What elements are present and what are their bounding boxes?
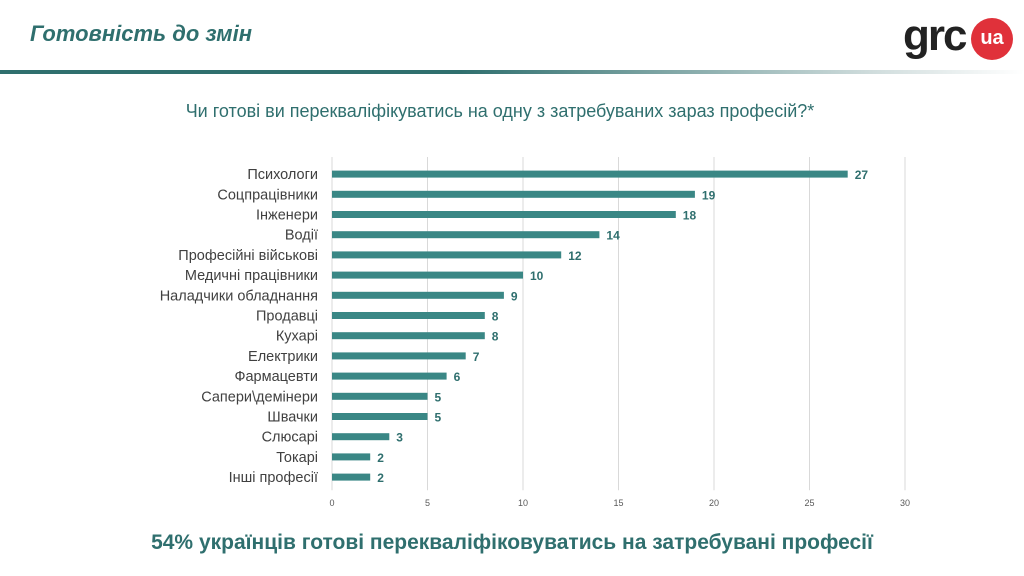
category-label: Сапери\демінери	[201, 389, 318, 405]
data-label: 18	[683, 209, 697, 223]
category-label: Інженери	[256, 208, 318, 224]
data-label: 12	[568, 249, 582, 263]
bar	[332, 251, 562, 259]
category-label: Швачки	[267, 410, 318, 426]
bar	[332, 413, 428, 420]
category-label: Професійні військові	[178, 248, 318, 264]
x-tick-label: 5	[425, 498, 430, 508]
category-label: Інші професії	[229, 470, 318, 486]
x-tick-label: 20	[709, 498, 719, 508]
category-label: Фармацевти	[234, 369, 318, 385]
data-label: 5	[435, 411, 442, 425]
category-label: Психологи	[247, 167, 318, 183]
data-label: 14	[606, 229, 620, 243]
category-label: Наладчики обладнання	[160, 288, 318, 304]
category-label: Медичні працівники	[185, 268, 318, 284]
category-label: Слюсарі	[262, 430, 318, 446]
x-tick-label: 0	[329, 498, 334, 508]
category-label: Продавці	[256, 309, 318, 325]
x-tick-label: 15	[613, 498, 623, 508]
logo-badge: ua	[971, 18, 1013, 60]
bar	[332, 332, 485, 340]
bar	[332, 433, 390, 441]
chart-title: Чи готові ви перекваліфікуватись на одну…	[185, 101, 815, 121]
bar	[332, 453, 371, 461]
bar	[332, 352, 466, 360]
data-label: 8	[492, 310, 499, 324]
x-tick-label: 25	[804, 498, 814, 508]
data-label: 10	[530, 269, 544, 283]
data-label: 8	[492, 330, 499, 344]
logo-text: grc	[903, 11, 968, 60]
header-divider	[0, 70, 1024, 74]
data-label: 5	[435, 390, 442, 404]
category-label: Електрики	[248, 349, 318, 365]
bar	[332, 392, 428, 400]
bar	[332, 271, 523, 279]
data-label: 2	[377, 451, 384, 465]
data-label: 9	[511, 289, 518, 303]
bar	[332, 312, 485, 319]
page-title: Готовність до змін	[30, 21, 252, 46]
data-label: 2	[377, 471, 384, 485]
x-tick-label: 30	[900, 498, 910, 508]
bar	[332, 291, 504, 299]
bar	[332, 211, 676, 218]
bar	[332, 231, 600, 239]
bar	[332, 473, 371, 481]
bar	[332, 372, 447, 380]
bar	[332, 170, 848, 178]
category-label: Кухарі	[276, 329, 318, 345]
footer-summary: 54% українців готові перекваліфіковувати…	[151, 531, 873, 554]
category-label: Водії	[285, 228, 318, 244]
x-tick-label: 10	[518, 498, 528, 508]
brand-logo: grc ua	[903, 12, 1015, 64]
bar	[332, 190, 695, 198]
category-label: Токарі	[276, 450, 318, 466]
data-label: 6	[454, 370, 461, 384]
data-label: 7	[473, 350, 480, 364]
category-label: Соцпрацівники	[217, 187, 318, 203]
data-label: 27	[855, 168, 869, 182]
data-label: 3	[396, 431, 403, 445]
data-label: 19	[702, 188, 716, 202]
